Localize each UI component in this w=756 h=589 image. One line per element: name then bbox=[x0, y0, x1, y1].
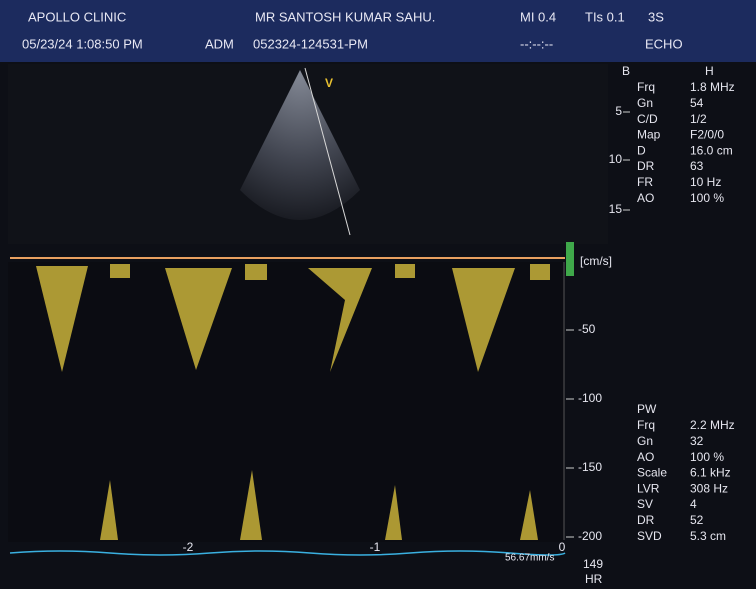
velocity-unit: [cm/s] bbox=[580, 254, 612, 268]
study-id: 052324-124531-PM bbox=[253, 36, 368, 51]
tis-index: TIs 0.1 bbox=[585, 9, 625, 24]
param-value: 1.8 MHz bbox=[690, 80, 735, 94]
heart-rate-label: HR bbox=[585, 572, 603, 586]
depth-label: 15 bbox=[609, 202, 623, 216]
param-label: Frq bbox=[637, 418, 655, 432]
param-value: 10 Hz bbox=[690, 175, 721, 189]
param-value: 100 % bbox=[690, 450, 724, 464]
param-value: F2/0/0 bbox=[690, 128, 724, 142]
param-label: C/D bbox=[637, 112, 658, 126]
param-value: 100 % bbox=[690, 191, 724, 205]
timer: --:--:-- bbox=[520, 36, 553, 51]
heart-rate-value: 149 bbox=[583, 557, 603, 571]
patient-name: MR SANTOSH KUMAR SAHU. bbox=[255, 9, 435, 24]
param-label: LVR bbox=[637, 481, 660, 495]
velocity-label: -100 bbox=[578, 391, 602, 405]
param-value: 6.1 kHz bbox=[690, 466, 731, 480]
param-value: 63 bbox=[690, 159, 704, 173]
param-value: 32 bbox=[690, 434, 704, 448]
param-label: AO bbox=[637, 191, 654, 205]
param-value: 1/2 bbox=[690, 112, 707, 126]
bmode-title: B bbox=[622, 64, 630, 78]
param-label: Map bbox=[637, 128, 661, 142]
param-value: 4 bbox=[690, 497, 697, 511]
clinic-name: APOLLO CLINIC bbox=[28, 9, 126, 24]
time-label: 0 bbox=[559, 540, 566, 554]
param-label: D bbox=[637, 143, 646, 157]
sweep-speed: 56.67mm/s bbox=[505, 553, 554, 564]
param-value: 52 bbox=[690, 513, 704, 527]
param-label: DR bbox=[637, 159, 655, 173]
depth-label: 10 bbox=[609, 152, 623, 166]
doppler-title: PW bbox=[637, 402, 657, 416]
bmode-subtitle: H bbox=[705, 64, 714, 78]
param-value: 308 Hz bbox=[690, 481, 728, 495]
velocity-label: -200 bbox=[578, 529, 602, 543]
time-label: -1 bbox=[370, 540, 381, 554]
param-value: 2.2 MHz bbox=[690, 418, 735, 432]
param-value: 16.0 cm bbox=[690, 143, 733, 157]
param-label: DR bbox=[637, 513, 655, 527]
mode: ECHO bbox=[645, 36, 683, 51]
time-label: -2 bbox=[183, 540, 194, 554]
scale-bar bbox=[566, 242, 574, 276]
param-label: Gn bbox=[637, 96, 653, 110]
probe: 3S bbox=[648, 9, 664, 24]
param-value: 5.3 cm bbox=[690, 529, 726, 543]
param-label: SV bbox=[637, 497, 653, 511]
ultrasound-screen: APOLLO CLINIC MR SANTOSH KUMAR SAHU. MI … bbox=[0, 0, 756, 589]
datetime: 05/23/24 1:08:50 PM bbox=[22, 36, 143, 51]
param-value: 54 bbox=[690, 96, 704, 110]
param-label: FR bbox=[637, 175, 653, 189]
param-label: SVD bbox=[637, 529, 662, 543]
velocity-label: -150 bbox=[578, 460, 602, 474]
param-label: AO bbox=[637, 450, 654, 464]
param-label: Gn bbox=[637, 434, 653, 448]
operator: ADM bbox=[205, 36, 234, 51]
cursor-marker: V bbox=[325, 76, 333, 90]
depth-label: 5 bbox=[615, 104, 622, 118]
velocity-label: -50 bbox=[578, 322, 596, 336]
mi-index: MI 0.4 bbox=[520, 9, 556, 24]
param-label: Scale bbox=[637, 466, 667, 480]
param-label: Frq bbox=[637, 80, 655, 94]
